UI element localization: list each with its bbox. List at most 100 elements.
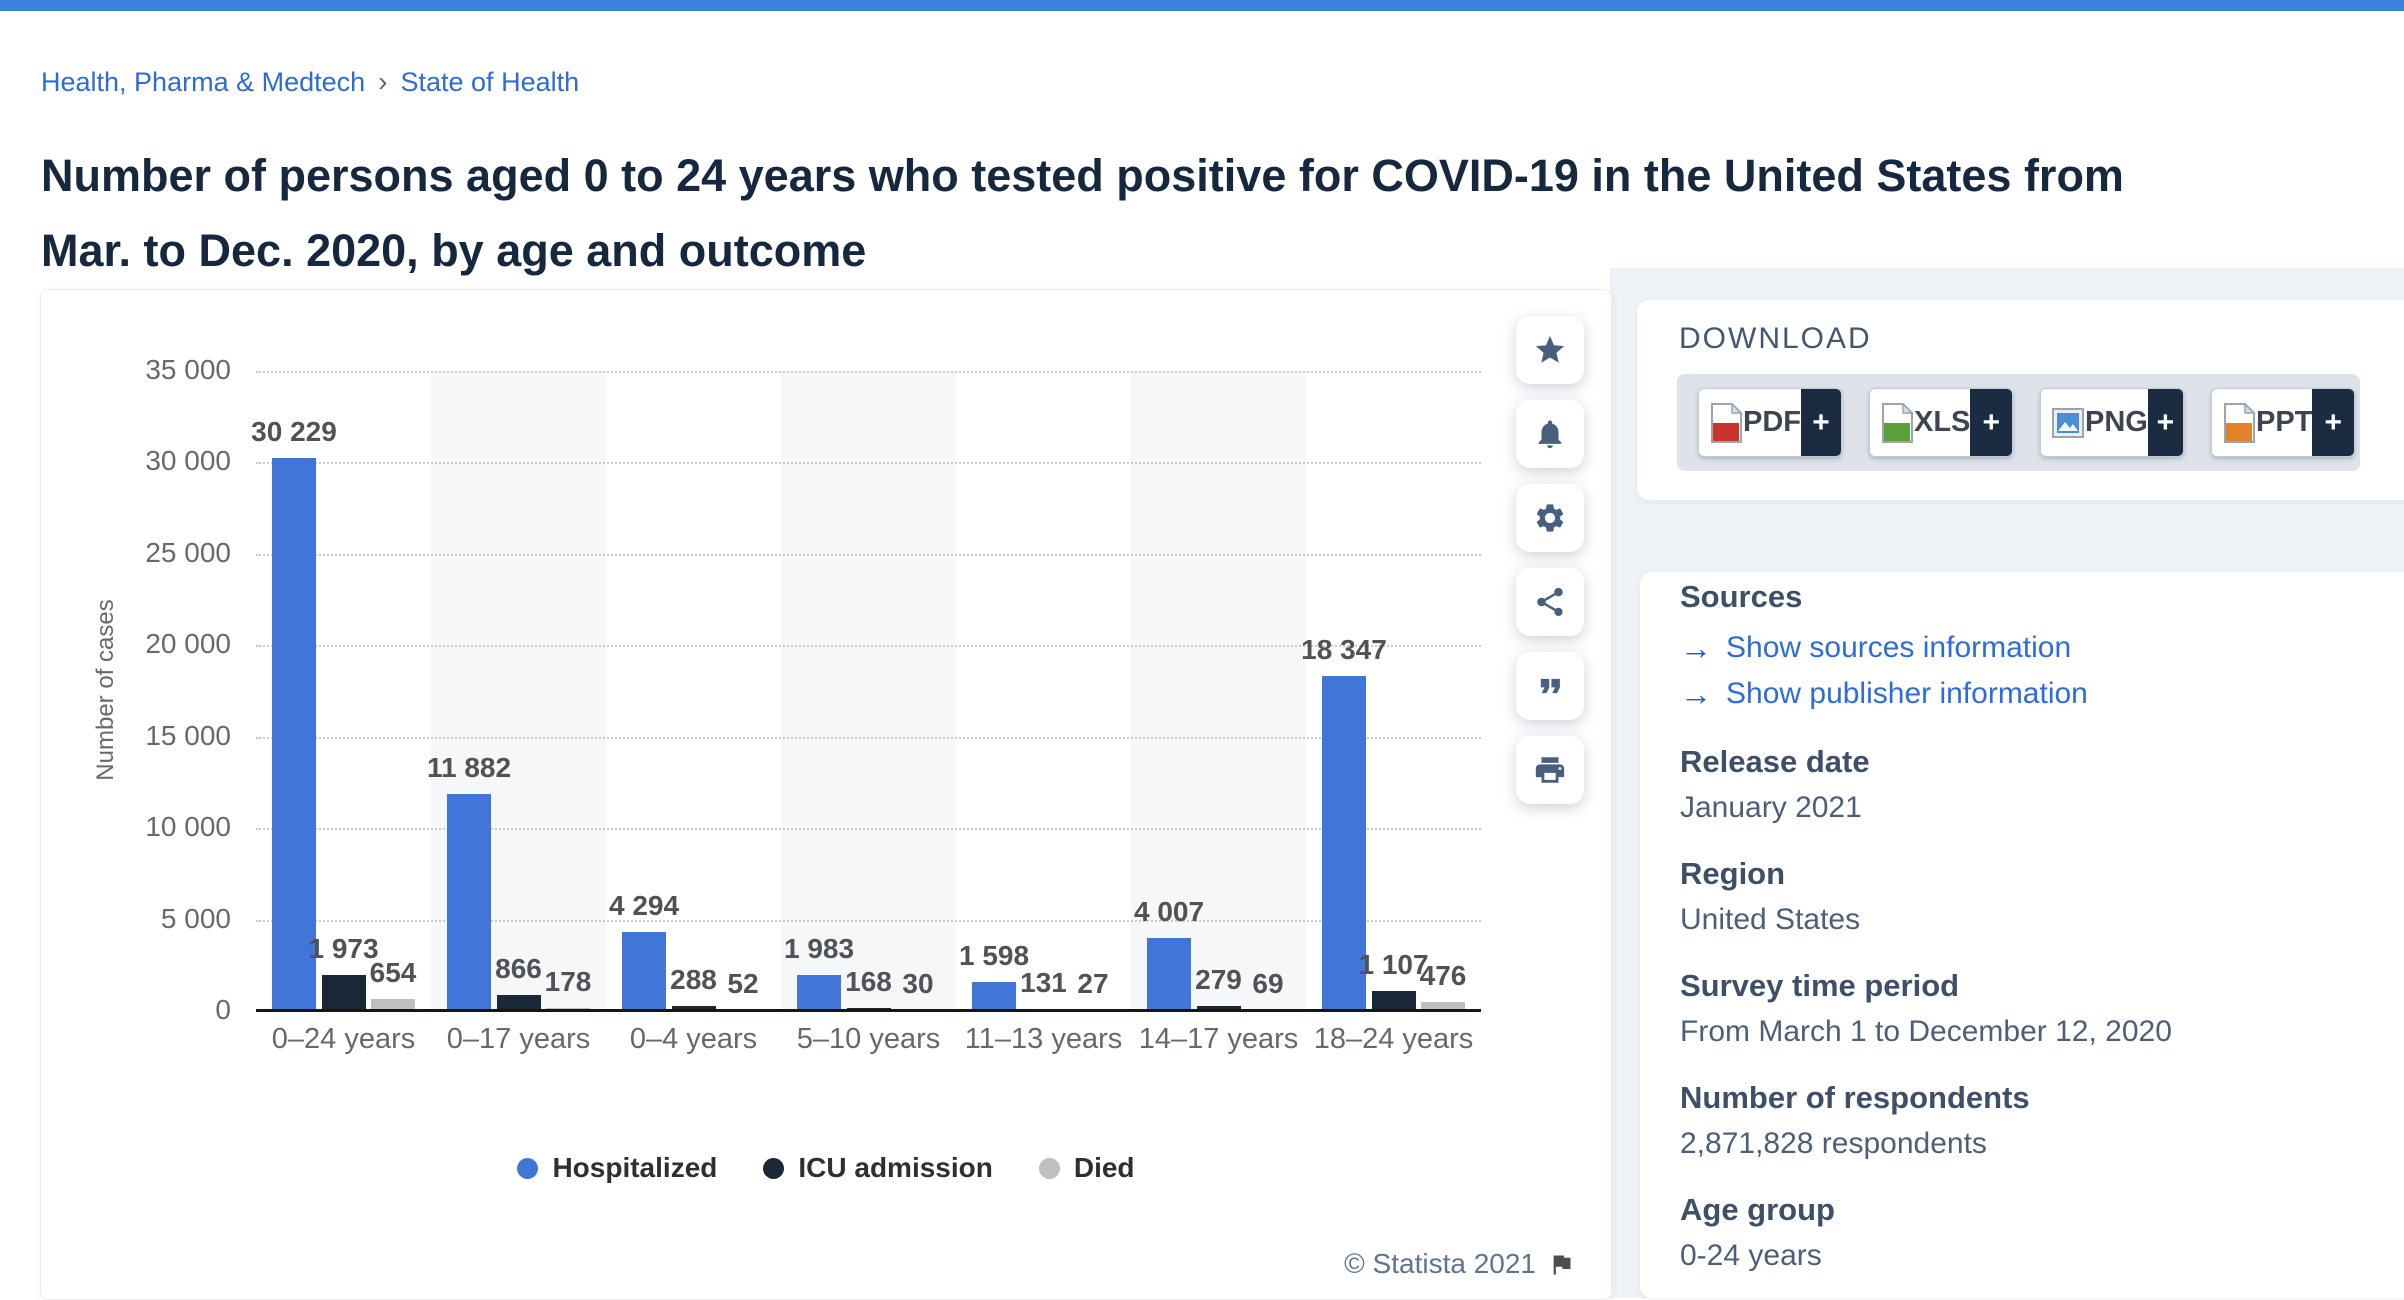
show-publisher-information-link[interactable]: → Show publisher information <box>1680 674 2400 714</box>
gridline <box>256 828 1481 831</box>
plus-icon[interactable]: + <box>1801 389 1841 456</box>
bar-value-label: 1 107 <box>1358 949 1429 980</box>
field-value-age-group: 0-24 years <box>1680 1239 1822 1272</box>
notification-bell-button[interactable] <box>1516 400 1584 468</box>
legend-item-icu-admission[interactable]: ICU admission <box>763 1152 993 1184</box>
gridline <box>256 462 1481 465</box>
bar-died-18-24-years[interactable] <box>1421 1002 1465 1011</box>
bar-value-label: 18 347 <box>1301 634 1387 665</box>
y-tick-label: 5 000 <box>160 902 231 934</box>
bar-hospitalized-5-10-years[interactable] <box>797 975 841 1011</box>
download-ppt-button[interactable]: PPT + <box>2211 388 2355 457</box>
legend-dot <box>517 1157 539 1179</box>
link-label: Show sources information <box>1726 631 2072 664</box>
download-xls-button[interactable]: XLS + <box>1869 388 2013 457</box>
bar-icu-admission-14-17-years[interactable] <box>1196 1006 1241 1011</box>
bar-hospitalized-0-24-years[interactable] <box>272 458 316 1011</box>
cite-quote-button[interactable] <box>1516 652 1584 720</box>
breadcrumb-link-state-of-health[interactable]: State of Health <box>400 66 580 97</box>
chart-card: Number of cases 0 5 000 10 000 15 000 20 000… <box>40 289 1612 1300</box>
bar-value-label: 178 <box>544 966 592 997</box>
y-tick-label: 25 000 <box>145 536 231 568</box>
bar-icu-admission-0-17-years[interactable] <box>496 995 541 1011</box>
plus-icon[interactable]: + <box>2312 389 2354 456</box>
cite-quote-icon <box>1540 678 1560 694</box>
settings-gear-button[interactable] <box>1516 484 1584 552</box>
legend-label: ICU admission <box>798 1152 993 1183</box>
legend-label: Died <box>1073 1152 1135 1183</box>
download-button-label: XLS <box>1914 406 1971 438</box>
sources-heading: Sources <box>1680 579 1803 614</box>
download-heading: DOWNLOAD <box>1679 322 1872 355</box>
chart-legend: Hospitalized ICU admission Died <box>41 1152 1611 1184</box>
bar-icu-admission-18-24-years[interactable] <box>1371 991 1416 1011</box>
y-tick-label: 0 <box>215 994 231 1025</box>
bar-value-label: 11 882 <box>426 752 512 783</box>
legend-item-died[interactable]: Died <box>1038 1152 1135 1184</box>
bar-hospitalized-0-17-years[interactable] <box>447 794 491 1011</box>
link-label: Show publisher information <box>1726 677 2088 710</box>
download-pdf-button[interactable]: PDF + <box>1698 388 1842 457</box>
print-button[interactable] <box>1516 736 1584 804</box>
bar-value-label: 866 <box>495 953 542 984</box>
legend-item-hospitalized[interactable]: Hospitalized <box>517 1152 717 1184</box>
report-flag-icon[interactable] <box>1548 1251 1575 1278</box>
bar-icu-admission-0-24-years[interactable] <box>321 975 366 1011</box>
field-label-release-date: Release date <box>1680 744 1870 779</box>
x-tick-label: 0–24 years <box>271 1023 416 1055</box>
legend-dot <box>763 1157 785 1179</box>
gridline <box>256 645 1481 648</box>
gridline <box>256 553 1481 556</box>
legend-dot <box>1038 1157 1060 1179</box>
x-tick-label: 0–17 years <box>446 1023 591 1055</box>
gridline <box>256 736 1481 739</box>
y-tick-label: 10 000 <box>145 811 231 843</box>
y-axis-title: Number of cases <box>92 599 119 781</box>
bar-hospitalized-11-13-years[interactable] <box>972 982 1016 1011</box>
download-png-button[interactable]: PNG + <box>2040 388 2184 457</box>
bar-value-label: 4 007 <box>1133 896 1205 927</box>
pdf-file-icon <box>1711 402 1743 443</box>
arrow-right-icon: → <box>1680 676 1712 712</box>
plot-band <box>1131 371 1306 1011</box>
top-accent-bar <box>0 0 2404 11</box>
x-tick-label: 5–10 years <box>796 1023 941 1055</box>
settings-gear-icon <box>1536 504 1564 532</box>
png-file-icon <box>2052 407 2084 438</box>
bar-value-label: 69 <box>1252 968 1284 999</box>
bar-value-label: 654 <box>369 957 417 988</box>
bar-value-label: 1 598 <box>958 940 1030 971</box>
gridline <box>256 919 1481 922</box>
breadcrumb-link-health-pharma-medtech[interactable]: Health, Pharma & Medtech <box>41 66 366 97</box>
bar-died-0-24-years[interactable] <box>371 999 415 1011</box>
bar-icu-admission-0-4-years[interactable] <box>671 1006 716 1011</box>
download-panel: DOWNLOAD PDF + XLS + PNG + PPT + <box>1637 300 2404 500</box>
bar-value-label: 288 <box>670 964 717 995</box>
bar-value-label: 279 <box>1195 964 1242 995</box>
plus-icon[interactable]: + <box>2147 389 2183 456</box>
y-tick-label: 20 000 <box>145 628 231 660</box>
plus-icon[interactable]: + <box>1970 389 2012 456</box>
favorite-star-button[interactable] <box>1516 316 1584 384</box>
info-panel: Sources → Show sources information → Show p… <box>1640 572 2404 1298</box>
bar-hospitalized-14-17-years[interactable] <box>1147 938 1191 1011</box>
print-icon <box>1535 757 1565 783</box>
bar-value-label: 4 294 <box>608 890 680 921</box>
show-sources-information-link[interactable]: → Show sources information <box>1680 628 2400 668</box>
download-buttons-box: PDF + XLS + PNG + PPT + <box>1677 374 2360 471</box>
bar-hospitalized-0-4-years[interactable] <box>622 932 666 1011</box>
plot-band <box>781 371 956 1011</box>
field-value-region: United States <box>1680 903 1861 936</box>
bar-hospitalized-18-24-years[interactable] <box>1322 676 1366 1011</box>
chart-copyright: © Statista 2021 <box>1344 1248 1575 1280</box>
field-value-number-of-respondents: 2,871,828 respondents <box>1680 1127 1987 1160</box>
notification-bell-icon <box>1538 420 1562 449</box>
source-links: → Show sources information → Show publisher… <box>1680 628 2400 714</box>
download-button-label: PDF <box>1743 406 1801 438</box>
bar-value-label: 27 <box>1077 968 1109 999</box>
bar-value-label: 30 <box>902 968 934 999</box>
page-title: Number of persons aged 0 to 24 years who… <box>41 150 2124 277</box>
field-value-survey-time-period: From March 1 to December 12, 2020 <box>1680 1015 2172 1048</box>
share-button[interactable] <box>1516 568 1584 636</box>
y-tick-label: 15 000 <box>145 719 231 751</box>
